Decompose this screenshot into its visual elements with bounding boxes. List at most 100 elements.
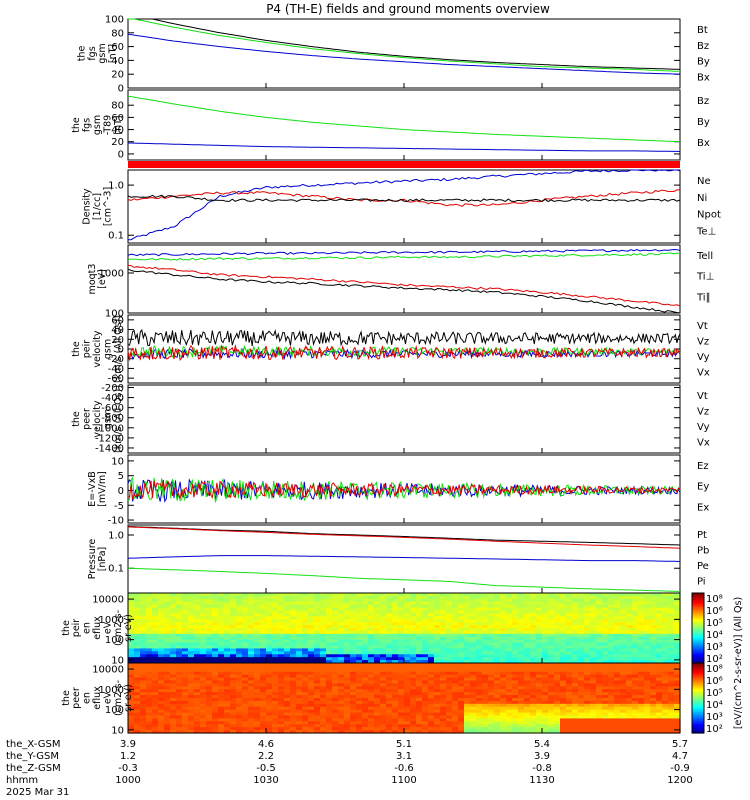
- spectrogram-cell: [596, 683, 603, 687]
- colorbar-cell: [692, 622, 704, 626]
- legend-entry: Te⊥: [696, 226, 716, 237]
- spectrogram-cell: [656, 715, 663, 720]
- spectrogram-cell: [566, 607, 573, 612]
- spectrogram-cell: [410, 677, 417, 682]
- spectrogram-cell: [314, 721, 321, 725]
- spectrogram-cell: [248, 665, 255, 670]
- spectrogram-cell: [362, 645, 369, 650]
- spectrogram-cell: [140, 660, 147, 664]
- spectrogram-cell: [308, 639, 315, 644]
- spectrogram-cell: [650, 628, 657, 632]
- spectrogram-cell: [308, 677, 315, 682]
- spectrogram-cell: [626, 619, 633, 623]
- spectrogram-cell: [374, 598, 381, 603]
- spectrogram-cell: [374, 607, 381, 612]
- spectrogram-cell: [542, 709, 549, 714]
- spectrogram-cell: [338, 680, 345, 685]
- spectrogram-cell: [590, 698, 597, 702]
- spectrogram-cell: [404, 639, 411, 644]
- spectrogram-cell: [602, 660, 609, 664]
- spectrogram-cell: [584, 671, 591, 676]
- spectrogram-cell: [200, 660, 207, 664]
- y-tick-label: 1.0: [108, 531, 124, 542]
- y-tick-label: 40: [111, 56, 124, 67]
- spectrogram-cell: [248, 625, 255, 629]
- spectrogram-cell: [404, 703, 411, 708]
- spectrogram-cell: [572, 633, 579, 638]
- spectrogram-cell: [338, 692, 345, 696]
- y-tick-label: -10: [108, 516, 124, 527]
- spectrogram-cell: [194, 663, 201, 667]
- spectrogram-cell: [362, 639, 369, 644]
- spectrogram-cell: [230, 598, 237, 603]
- spectrogram-cell: [620, 625, 627, 629]
- spectrogram-cell: [590, 700, 597, 705]
- spectrogram-cell: [314, 683, 321, 687]
- spectrogram-cell: [482, 718, 489, 722]
- spectrogram-cell: [596, 593, 603, 597]
- colorbar-cell: [692, 642, 704, 645]
- spectrogram-cell: [290, 625, 297, 629]
- spectrogram-cell: [224, 651, 231, 655]
- spectrogram-cell: [602, 665, 609, 670]
- spectrogram-cell: [518, 622, 525, 626]
- spectrogram-cell: [506, 698, 513, 702]
- spectrogram-cell: [278, 610, 285, 615]
- spectrogram-cell: [140, 680, 147, 685]
- spectrogram-cell: [140, 689, 147, 693]
- spectrogram-cell: [536, 730, 543, 734]
- y-axis-label: sr-eV): [123, 684, 134, 712]
- spectrogram-cell: [674, 648, 681, 652]
- spectrogram-cell: [620, 654, 627, 658]
- spectrogram-cell: [440, 680, 447, 685]
- spectrogram-cell: [170, 619, 177, 623]
- spectrogram-cell: [638, 598, 645, 603]
- spectrogram-cell: [458, 622, 465, 626]
- spectrogram-cell: [230, 610, 237, 615]
- spectrogram-cell: [608, 665, 615, 670]
- spectrogram-cell: [428, 613, 435, 617]
- spectrogram-cell: [254, 709, 261, 714]
- spectrogram-cell: [332, 633, 339, 638]
- spectrogram-cell: [668, 712, 675, 717]
- spectrogram-cell: [188, 674, 195, 679]
- spectrogram-cell: [170, 671, 177, 676]
- colorbar-cell: [692, 612, 704, 615]
- spectrogram-cell: [626, 692, 633, 696]
- spectrogram-cell: [608, 660, 615, 664]
- spectrogram-cell: [644, 654, 651, 658]
- spectrogram-cell: [662, 601, 669, 606]
- spectrogram-cell: [422, 727, 429, 731]
- spectrogram-cell: [398, 593, 405, 597]
- spectrogram-cell: [236, 622, 243, 626]
- y-axis-label: eV: [102, 621, 113, 634]
- spectrogram-cell: [398, 598, 405, 603]
- spectrogram-cell: [476, 660, 483, 664]
- spectrogram-cell: [566, 654, 573, 658]
- spectrogram-cell: [224, 610, 231, 615]
- spectrogram-cell: [296, 628, 303, 632]
- spectrogram-cell: [332, 677, 339, 682]
- spectrogram-cell: [494, 703, 501, 708]
- spectrogram-cell: [464, 692, 471, 696]
- y-tick-label: 10000: [92, 665, 124, 676]
- spectrogram-cell: [188, 703, 195, 708]
- spectrogram-cell: [272, 628, 279, 632]
- spectrogram-cell: [500, 695, 507, 699]
- spectrogram-cell: [500, 660, 507, 664]
- spectrogram-cell: [218, 625, 225, 629]
- spectrogram-cell: [500, 633, 507, 638]
- spectrogram-cell: [626, 607, 633, 612]
- spectrogram-cell: [212, 645, 219, 650]
- spectrogram-cell: [524, 686, 531, 690]
- spectrogram-cell: [428, 598, 435, 603]
- spectrogram-cell: [584, 683, 591, 687]
- spectrogram-cell: [494, 593, 501, 597]
- spectrogram-cell: [326, 718, 333, 722]
- spectrogram-cell: [620, 613, 627, 617]
- spectrogram-cell: [584, 604, 591, 609]
- spectrogram-cell: [188, 642, 195, 647]
- spectrogram-cell: [368, 657, 375, 661]
- spectrogram-cell: [230, 625, 237, 629]
- spectrogram-cell: [620, 689, 627, 693]
